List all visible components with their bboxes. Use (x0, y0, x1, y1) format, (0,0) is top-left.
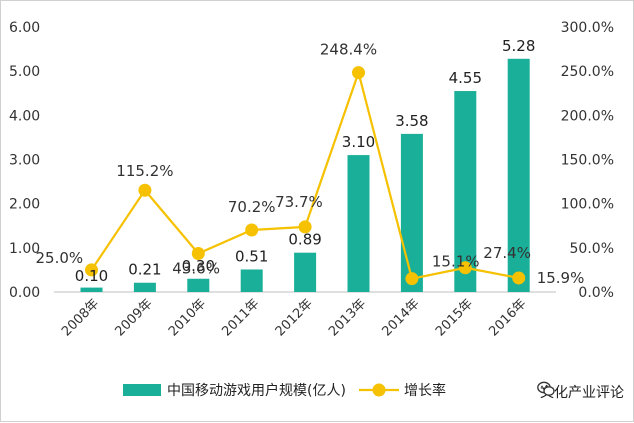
x-tick-label: 2015年 (433, 296, 476, 339)
y-left-tick-label: 2.00 (9, 197, 40, 213)
y-right-tick-label: 300.0% (561, 20, 614, 36)
bar (133, 282, 156, 292)
bar-value-label: 4.55 (449, 69, 482, 87)
growth-rate-label: 27.4% (483, 244, 531, 262)
bar (347, 155, 370, 292)
y-left-tick-label: 3.00 (9, 153, 40, 169)
y-right-tick-label: 100.0% (561, 197, 614, 213)
watermark: 文化产业评论 (537, 381, 627, 403)
wechat-icon (537, 381, 555, 396)
bar (400, 133, 423, 292)
growth-rate-label: 25.0% (36, 249, 84, 267)
bar (80, 287, 103, 292)
bar-value-label: 5.28 (502, 37, 535, 55)
x-tick-label: 2014年 (380, 296, 423, 339)
growth-rate-label: 15.9% (537, 269, 585, 287)
y-left-tick-label: 6.00 (9, 20, 40, 36)
bar (454, 91, 477, 293)
bar-value-label: 0.89 (288, 231, 321, 249)
watermark-text: 文化产业评论 (540, 385, 624, 401)
growth-rate-point (138, 183, 152, 197)
y-right-tick-label: 250.0% (561, 64, 614, 80)
plot-area: 0.00 1.00 2.00 3.00 4.00 5.00 6.00 0.0% 50.0% 100… (9, 20, 614, 339)
bar-value-label: 3.58 (395, 112, 428, 130)
legend-bar-swatch (123, 384, 161, 396)
growth-rate-point (298, 220, 312, 234)
bar-value-label: 0.21 (128, 261, 161, 279)
bar-value-label: 0.51 (235, 247, 268, 265)
x-tick-label: 2008年 (59, 296, 102, 339)
legend-line-marker (372, 383, 386, 397)
bar (507, 58, 530, 292)
growth-rate-label: 15.1% (432, 253, 480, 271)
bar (187, 278, 210, 292)
bar-value-label: 0.30 (182, 257, 215, 275)
growth-rate-label: 115.2% (116, 162, 173, 180)
x-tick-label: 2010年 (166, 296, 209, 339)
y-left-tick-label: 0.00 (9, 285, 40, 301)
x-tick-label: 2013年 (326, 296, 369, 339)
y-right-tick-label: 150.0% (561, 153, 614, 169)
growth-rate-point (245, 223, 259, 237)
growth-rate-point (405, 272, 419, 286)
x-tick-label: 2011年 (219, 296, 262, 339)
x-tick-label: 2009年 (113, 296, 156, 339)
growth-rate-point (512, 271, 526, 285)
y-left-tick-label: 4.00 (9, 108, 40, 124)
growth-rate-label: 248.4% (320, 41, 377, 59)
bar-value-label: 0.10 (75, 267, 108, 285)
x-tick-label: 2016年 (486, 296, 529, 339)
growth-rate-label: 70.2% (228, 198, 276, 216)
growth-rate-point (352, 66, 365, 80)
legend: 中国移动游戏用户规模(亿人) 增长率 (123, 382, 446, 399)
growth-rate-label: 43.6% (172, 259, 220, 277)
y-right-tick-label: 50.0% (570, 241, 614, 257)
growth-rate-point (458, 261, 472, 275)
bar-value-label: 3.10 (342, 133, 375, 151)
y-left-tick-label: 5.00 (9, 64, 40, 80)
y-right-tick-label: 0.0% (578, 285, 614, 301)
legend-bar-label: 中国移动游戏用户规模(亿人) (167, 382, 346, 399)
growth-rate-label: 73.7% (275, 193, 323, 211)
legend-line-label: 增长率 (404, 382, 446, 399)
growth-rate-point (85, 263, 98, 277)
y-left-tick-label: 1.00 (9, 241, 40, 257)
y-right-tick-label: 200.0% (561, 108, 614, 124)
bar (240, 269, 263, 292)
x-tick-label: 2012年 (273, 296, 316, 339)
growth-rate-point (191, 246, 205, 260)
bar (294, 252, 317, 292)
